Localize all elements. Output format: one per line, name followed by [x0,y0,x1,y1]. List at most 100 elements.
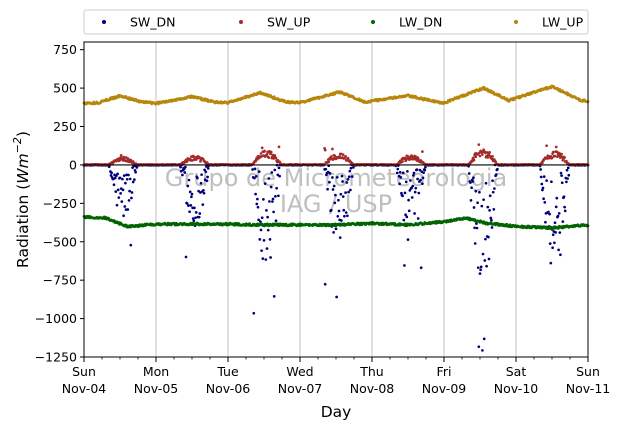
y-tick-label-8: −1250 [35,350,77,365]
sw-dn-point [414,186,418,190]
sw-dn-point [487,257,491,261]
sw-dn-point [470,186,473,190]
x-tick-weekday-0: Sun [72,364,96,379]
sw-dn-point [411,184,415,188]
sw-dn-point [259,220,262,223]
y-axis-title: Radiation (Wm−2) [11,131,32,268]
sw-dn-point [561,220,565,223]
sw-dn-point [268,200,271,203]
sw-dn-point [539,175,543,179]
x-tick-date-3: Nov-07 [278,381,322,396]
sw-dn-point [558,231,562,234]
sw-dn-point [334,193,337,197]
sw-dn-point [187,178,191,182]
legend-label-sw-dn: SW_DN [130,15,176,30]
sw-dn-point [204,170,208,174]
x-tick-date-2: Nov-06 [206,381,251,396]
sw-dn-point [193,206,196,210]
sw-up-point [277,145,281,149]
y-axis: 750 500 250 0 −250 −500 −750 −1000 −1250 [35,42,84,365]
sw-dn-point [542,175,546,178]
sw-dn-point [539,168,542,171]
sw-up-point [269,150,273,154]
sw-dn-point [481,349,484,352]
sw-dn-point [194,211,198,214]
series-lw-dn [82,214,590,231]
legend-marker-lw-up [514,20,518,24]
sw-up-point [472,158,476,162]
sw-dn-point [254,174,258,178]
sw-dn-point [475,226,479,230]
x-tick-date-4: Nov-08 [350,381,395,396]
sw-dn-point [260,216,264,220]
sw-dn-point [268,238,272,241]
sw-dn-point [473,242,477,245]
sw-dn-point [556,214,560,218]
sw-dn-point [266,228,270,232]
sw-up-point [563,156,566,159]
sw-up-point [550,156,554,160]
sw-up-point [551,150,555,154]
sw-up-point [259,152,263,155]
sw-dn-point [489,216,493,220]
sw-dn-point [481,252,485,256]
sw-dn-point [337,198,340,202]
sw-dn-point [559,253,562,257]
sw-dn-point [272,295,276,298]
sw-dn-point [253,176,256,180]
y-tick-label-6: −750 [43,273,77,288]
sw-up-point [260,146,264,150]
sw-dn-point [421,176,425,180]
sw-dn-point [187,204,190,207]
sw-dn-point [265,247,269,250]
sw-dn-point [344,211,348,214]
x-axis-title: Day [321,403,352,421]
sw-dn-point [488,209,491,212]
sw-dn-point [126,208,130,211]
sw-dn-point [352,166,355,169]
sw-dn-point [402,218,406,222]
sw-dn-point [334,227,338,231]
sw-dn-point [271,197,275,201]
sw-dn-point [486,205,490,209]
sw-dn-point [347,190,350,194]
sw-dn-point [403,191,407,195]
sw-dn-point [473,226,476,230]
sw-up-point [346,156,350,160]
sw-up-point [401,160,404,163]
sw-dn-point [326,187,329,191]
sw-dn-point [329,208,333,212]
sw-dn-point [254,192,257,196]
sw-dn-point [494,173,498,176]
y-tick-label-5: −500 [43,234,77,249]
sw-dn-point [496,167,499,171]
sw-dn-point [409,179,412,182]
sw-dn-point [415,168,419,171]
sw-dn-point [183,171,187,174]
sw-dn-point [540,182,544,186]
sw-dn-point [401,194,404,198]
watermark-line-1: Grupo de Micrometeorologia [165,164,507,192]
sw-dn-point [328,180,331,184]
y-tick-label-0: 750 [53,42,77,57]
sw-dn-point [566,166,570,170]
sw-dn-point [205,179,209,183]
sw-dn-point [484,237,487,241]
sw-dn-point [551,233,555,237]
sw-dn-point [547,210,550,214]
sw-dn-point [483,259,487,262]
sw-dn-point [335,175,339,179]
sw-dn-point [543,200,547,204]
sw-up-point [327,160,331,164]
sw-dn-point [406,238,410,241]
sw-dn-point [412,171,416,175]
sw-dn-point [179,165,182,169]
sw-dn-point [261,257,265,260]
sw-dn-point [490,226,494,229]
sw-dn-point [565,168,569,172]
x-tick-weekday-1: Mon [143,364,169,379]
y-tick-label-4: −250 [43,196,77,211]
sw-dn-point [181,173,184,177]
series-sw-up [82,143,590,167]
